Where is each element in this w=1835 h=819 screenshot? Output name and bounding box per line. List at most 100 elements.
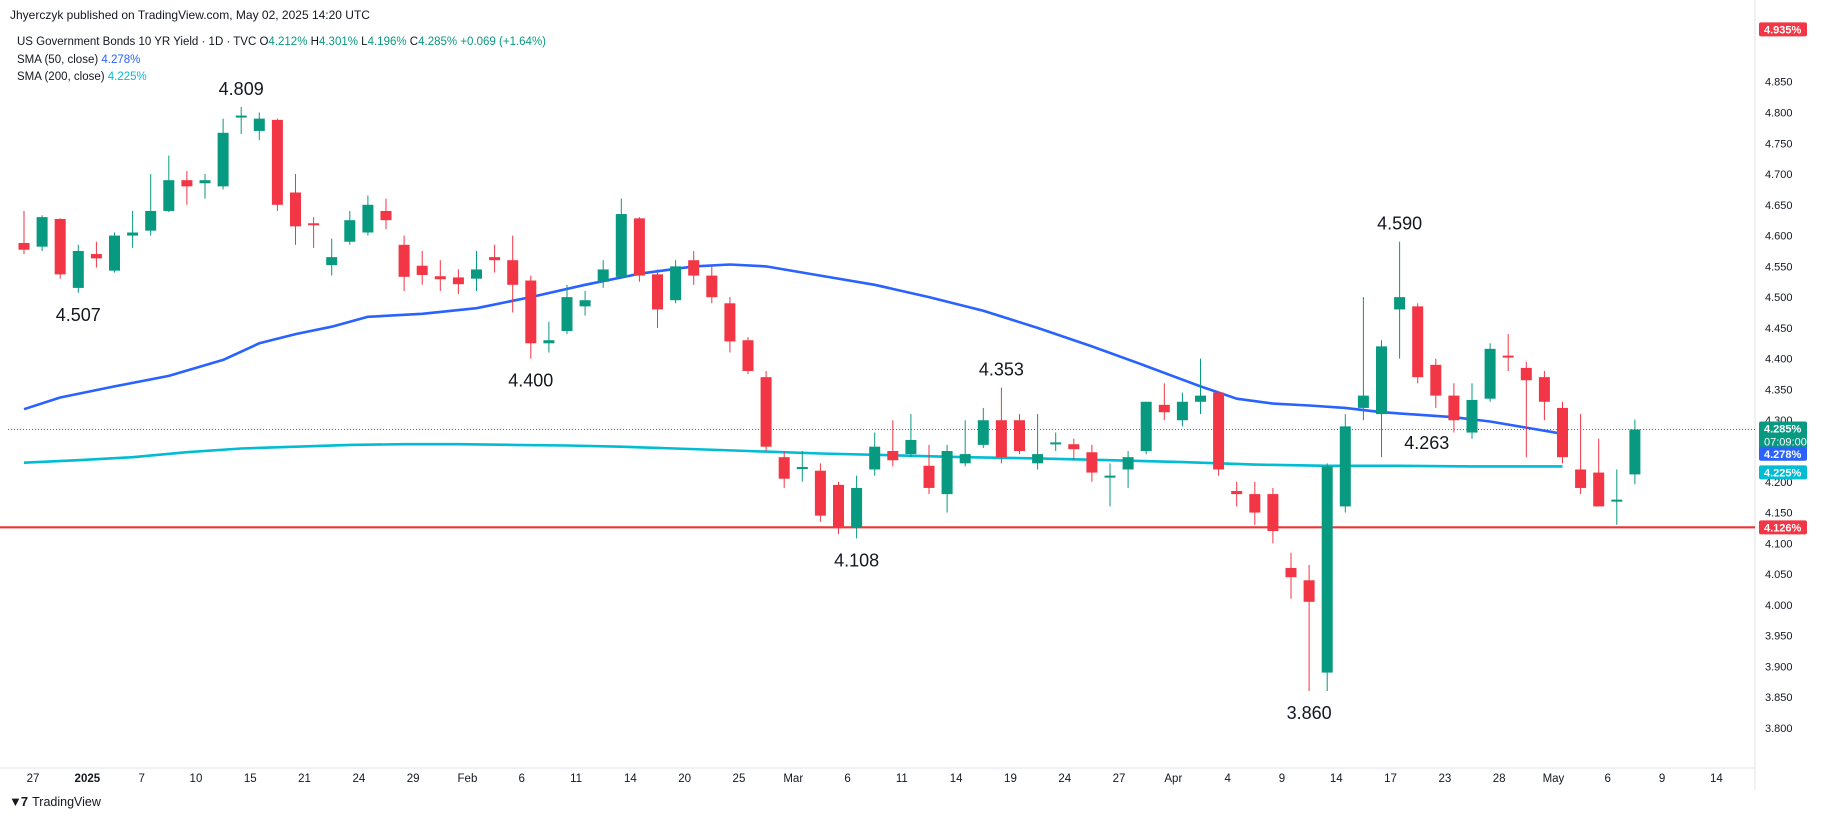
candle-body[interactable] [1140,401,1152,452]
candle-body[interactable] [1104,475,1116,478]
candle-body[interactable] [1575,469,1587,488]
candle-body[interactable] [507,260,519,285]
candle-body[interactable] [796,467,808,470]
legend-sma50-row[interactable]: SMA (50, close) 4.278% [17,52,546,70]
candle-body[interactable] [525,280,537,344]
candle-body[interactable] [778,457,790,479]
candle-body[interactable] [1050,442,1062,445]
candle-body[interactable] [1285,567,1297,578]
candle-body[interactable] [923,465,935,488]
candle-body[interactable] [633,218,645,276]
candle-body[interactable] [1213,392,1225,470]
candle-body[interactable] [54,218,66,275]
candle-body[interactable] [1593,472,1605,507]
candle-body[interactable] [344,220,356,242]
candle-body[interactable] [742,340,754,371]
candle-body[interactable] [434,276,446,280]
candle-body[interactable] [271,119,283,205]
candle-body[interactable] [416,265,428,275]
legend-sma200-row[interactable]: SMA (200, close) 4.225% [17,69,546,87]
candle-body[interactable] [127,232,139,236]
candle-body[interactable] [1376,346,1387,415]
candle-body[interactable] [1357,395,1369,408]
candle-body[interactable] [615,214,627,277]
candle-body[interactable] [1195,395,1206,402]
candle-body[interactable] [235,115,247,118]
candle-body[interactable] [1520,367,1532,381]
candle-body[interactable] [1430,364,1442,396]
candle-body[interactable] [1068,444,1080,450]
candle-body[interactable] [760,377,772,447]
candle-body[interactable] [1267,494,1279,532]
tradingview-brand[interactable]: ▼7 TradingView [9,794,101,809]
candle-body[interactable] [887,451,899,461]
candle-body[interactable] [181,180,193,187]
candle-body[interactable] [706,275,718,298]
candle-body[interactable] [1014,420,1025,452]
candle-body[interactable] [1249,494,1261,513]
candle-body[interactable] [1032,454,1044,464]
candle-body[interactable] [1484,348,1496,399]
candle-body[interactable] [471,269,482,279]
candle-body[interactable] [543,340,555,344]
candle-body[interactable] [652,274,663,310]
candle-body[interactable] [452,277,464,285]
legend-symbol-row[interactable]: US Government Bonds 10 YR Yield · 1D · T… [17,34,546,52]
candle-body[interactable] [72,250,84,288]
candle-body[interactable] [1502,355,1514,358]
candle-body[interactable] [977,420,989,445]
candle-body[interactable] [199,180,211,184]
candle-body[interactable] [1629,429,1641,475]
candle-body[interactable] [163,180,175,211]
candle-body[interactable] [1557,407,1568,458]
candle-body[interactable] [398,244,410,277]
candle-body[interactable] [1394,297,1406,310]
candle-body[interactable] [109,235,120,271]
candle-body[interactable] [1538,377,1550,402]
candle-body[interactable] [1339,426,1351,507]
candle-body[interactable] [579,300,591,307]
candle-body[interactable] [1231,491,1243,495]
candle-body[interactable] [380,210,392,221]
candle-body[interactable] [36,217,48,247]
candle-body[interactable] [833,484,844,528]
candle-body[interactable] [869,446,881,470]
candle-body[interactable] [1412,306,1424,378]
legend-symbol[interactable]: US Government Bonds 10 YR Yield · 1D · T… [17,36,257,48]
candle-body[interactable] [18,242,30,250]
candle-body[interactable] [1321,466,1333,673]
candle-body[interactable] [1303,580,1315,602]
candle-body[interactable] [724,303,736,342]
candle-body[interactable] [941,451,953,495]
candle-body[interactable] [489,257,501,261]
candle-body[interactable] [851,487,863,528]
x-tick-label: 11 [570,773,582,785]
candle-body[interactable] [597,269,609,282]
candle-body[interactable] [90,254,102,259]
legend-sma200-label[interactable]: SMA (200, close) [17,71,105,83]
candle-body[interactable] [1122,457,1134,470]
legend-high-label: H [310,36,319,48]
candle-body[interactable] [362,204,374,233]
candle-body[interactable] [995,420,1007,458]
candle-body[interactable] [688,260,700,276]
candle-body[interactable] [253,118,265,131]
candle-body[interactable] [561,297,573,331]
candle-body[interactable] [145,210,157,231]
candle-body[interactable] [1086,452,1098,473]
candle-body[interactable] [290,192,301,227]
candle-body[interactable] [905,439,917,455]
candle-body[interactable] [1158,404,1170,413]
candle-body[interactable] [959,454,971,464]
candle-body[interactable] [1611,499,1623,502]
candle-body[interactable] [326,257,338,266]
candle-body[interactable] [670,266,682,301]
candle-body[interactable] [308,223,320,226]
candle-body[interactable] [814,470,826,516]
candle-body[interactable] [1466,399,1478,433]
candle-body[interactable] [1176,401,1188,421]
legend-sma50-label[interactable]: SMA (50, close) [17,53,99,66]
candle-body[interactable] [217,132,229,187]
candle-body[interactable] [1448,395,1460,421]
